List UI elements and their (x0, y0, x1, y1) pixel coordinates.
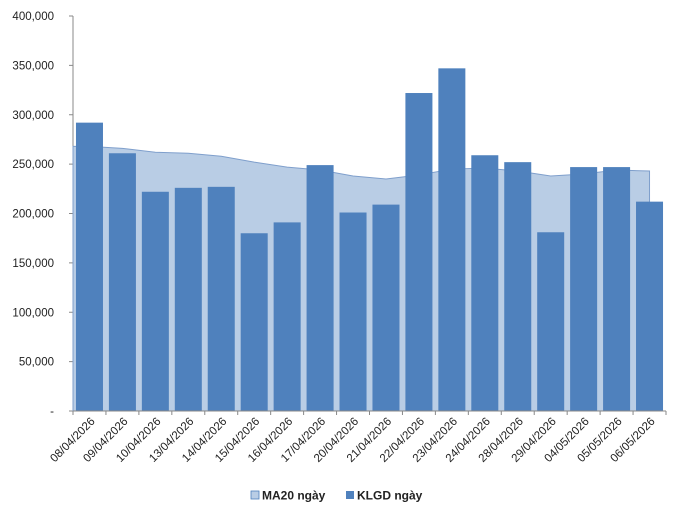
volume-bar (570, 167, 598, 411)
volume-bar (306, 165, 334, 411)
volume-bar (438, 68, 466, 411)
volume-bar (174, 187, 202, 411)
volume-bar (141, 191, 169, 411)
volume-bar (75, 122, 103, 412)
legend-swatch-klgd (346, 491, 354, 499)
legend-label-ma20: MA20 ngày (262, 489, 326, 503)
legend-swatch-ma20 (250, 490, 260, 500)
volume-bar (504, 162, 532, 411)
volume-bar (108, 153, 136, 411)
volume-bar (207, 186, 235, 411)
volume-bar (240, 233, 268, 411)
y-tick-label: - (50, 406, 54, 418)
volume-bar (405, 93, 433, 412)
y-tick-label: 150,000 (12, 258, 54, 270)
legend-label-klgd: KLGD ngày (357, 489, 423, 503)
volume-bar (636, 201, 664, 411)
volume-bar (471, 155, 499, 411)
y-tick-label: 50,000 (19, 357, 54, 369)
legend: MA20 ngày KLGD ngày (250, 489, 423, 503)
y-tick-label: 350,000 (12, 60, 54, 72)
y-tick-label: 200,000 (12, 209, 54, 221)
volume-bar (273, 222, 301, 411)
y-tick-label: 250,000 (12, 159, 54, 171)
y-tick-label: 300,000 (12, 110, 54, 122)
volume-bar (603, 167, 631, 411)
volume-bar (372, 204, 400, 411)
y-axis: - 50,000 100,000 150,000 200,000 250,000 300,0… (12, 11, 74, 418)
x-axis: 08/04/202609/04/202610/04/202613/04/2026… (48, 410, 667, 465)
y-tick-label: 100,000 (12, 307, 54, 319)
plot-area (72, 68, 664, 412)
volume-bar (339, 212, 367, 411)
y-tick-label: 400,000 (12, 11, 54, 23)
volume-bar-layer (75, 68, 664, 412)
volume-bar (537, 232, 565, 411)
